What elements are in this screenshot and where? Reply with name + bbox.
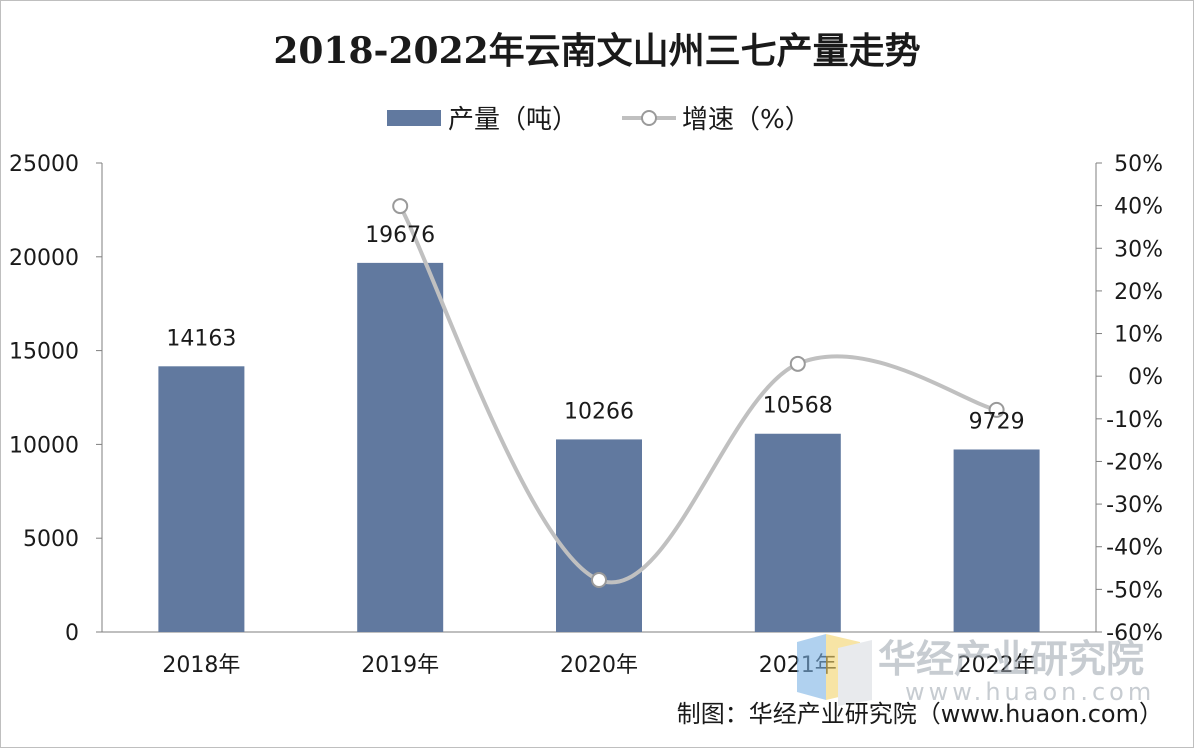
bar-value-label: 19676 (365, 223, 435, 248)
left-tick-label: 0 (65, 621, 79, 646)
right-tick-label: 30% (1114, 237, 1163, 262)
watermark-logo (797, 634, 872, 706)
watermark-url: www.huaon.com (905, 678, 1155, 706)
bar-series (158, 262, 1040, 632)
bar (556, 439, 642, 632)
right-tick-label: -50% (1106, 578, 1163, 603)
bar-value-label: 9729 (969, 409, 1025, 434)
right-tick-label: -10% (1106, 408, 1163, 433)
x-tick-label: 2020年 (560, 653, 638, 678)
bar-value-label: 14163 (166, 326, 236, 351)
chart-title: 2018-2022年云南文山州三七产量走势 (273, 30, 920, 72)
growth-point (789, 355, 806, 372)
growth-point (591, 571, 607, 588)
right-tick-label: -20% (1106, 450, 1163, 475)
x-tick-label: 2018年 (162, 653, 240, 678)
left-tick-label: 15000 (9, 340, 79, 365)
right-tick-label: -60% (1106, 621, 1163, 646)
bar (357, 262, 444, 632)
legend-line-label: 增速（%） (682, 105, 811, 135)
right-tick-label: -30% (1106, 493, 1163, 518)
watermark: 华经产业研究院 www.huaon.com (797, 634, 1155, 706)
right-tick-label: -40% (1106, 536, 1163, 561)
growth-line-series (392, 198, 1005, 588)
left-tick-label: 25000 (9, 152, 79, 177)
growth-point (988, 401, 1005, 418)
legend-bar-label: 产量（吨） (448, 105, 578, 135)
data-labels: 14163 19676 10266 10568 9729 (166, 223, 1024, 435)
right-tick-label: 20% (1114, 280, 1163, 305)
right-tick-label: 50% (1114, 152, 1163, 177)
bar (754, 433, 841, 632)
watermark-text: 华经产业研究院 (878, 637, 1144, 681)
x-tick-label: 2019年 (361, 653, 439, 678)
bar-value-label: 10568 (763, 394, 833, 419)
right-tick-label: 40% (1114, 195, 1163, 220)
growth-point (392, 198, 409, 215)
axes: 0 5000 10000 15000 20000 25000 -60% -50% -40% -30… (9, 152, 1163, 678)
legend-bar-swatch (387, 110, 441, 126)
right-tick-label: 10% (1114, 323, 1163, 348)
growth-line (398, 205, 998, 585)
left-tick-label: 10000 (9, 433, 79, 458)
bar (158, 366, 245, 632)
left-tick-label: 20000 (9, 246, 79, 271)
source-note: 制图：华经产业研究院（www.huaon.com） (677, 700, 1163, 728)
legend: 产量（吨） 增速（%） (387, 105, 811, 135)
right-tick-label: 0% (1128, 365, 1163, 390)
legend-line-marker (641, 110, 657, 126)
bar-value-label: 10266 (564, 399, 634, 424)
left-tick-label: 5000 (23, 527, 79, 552)
x-tick-label: 2022年 (958, 653, 1036, 678)
bar (953, 449, 1040, 632)
